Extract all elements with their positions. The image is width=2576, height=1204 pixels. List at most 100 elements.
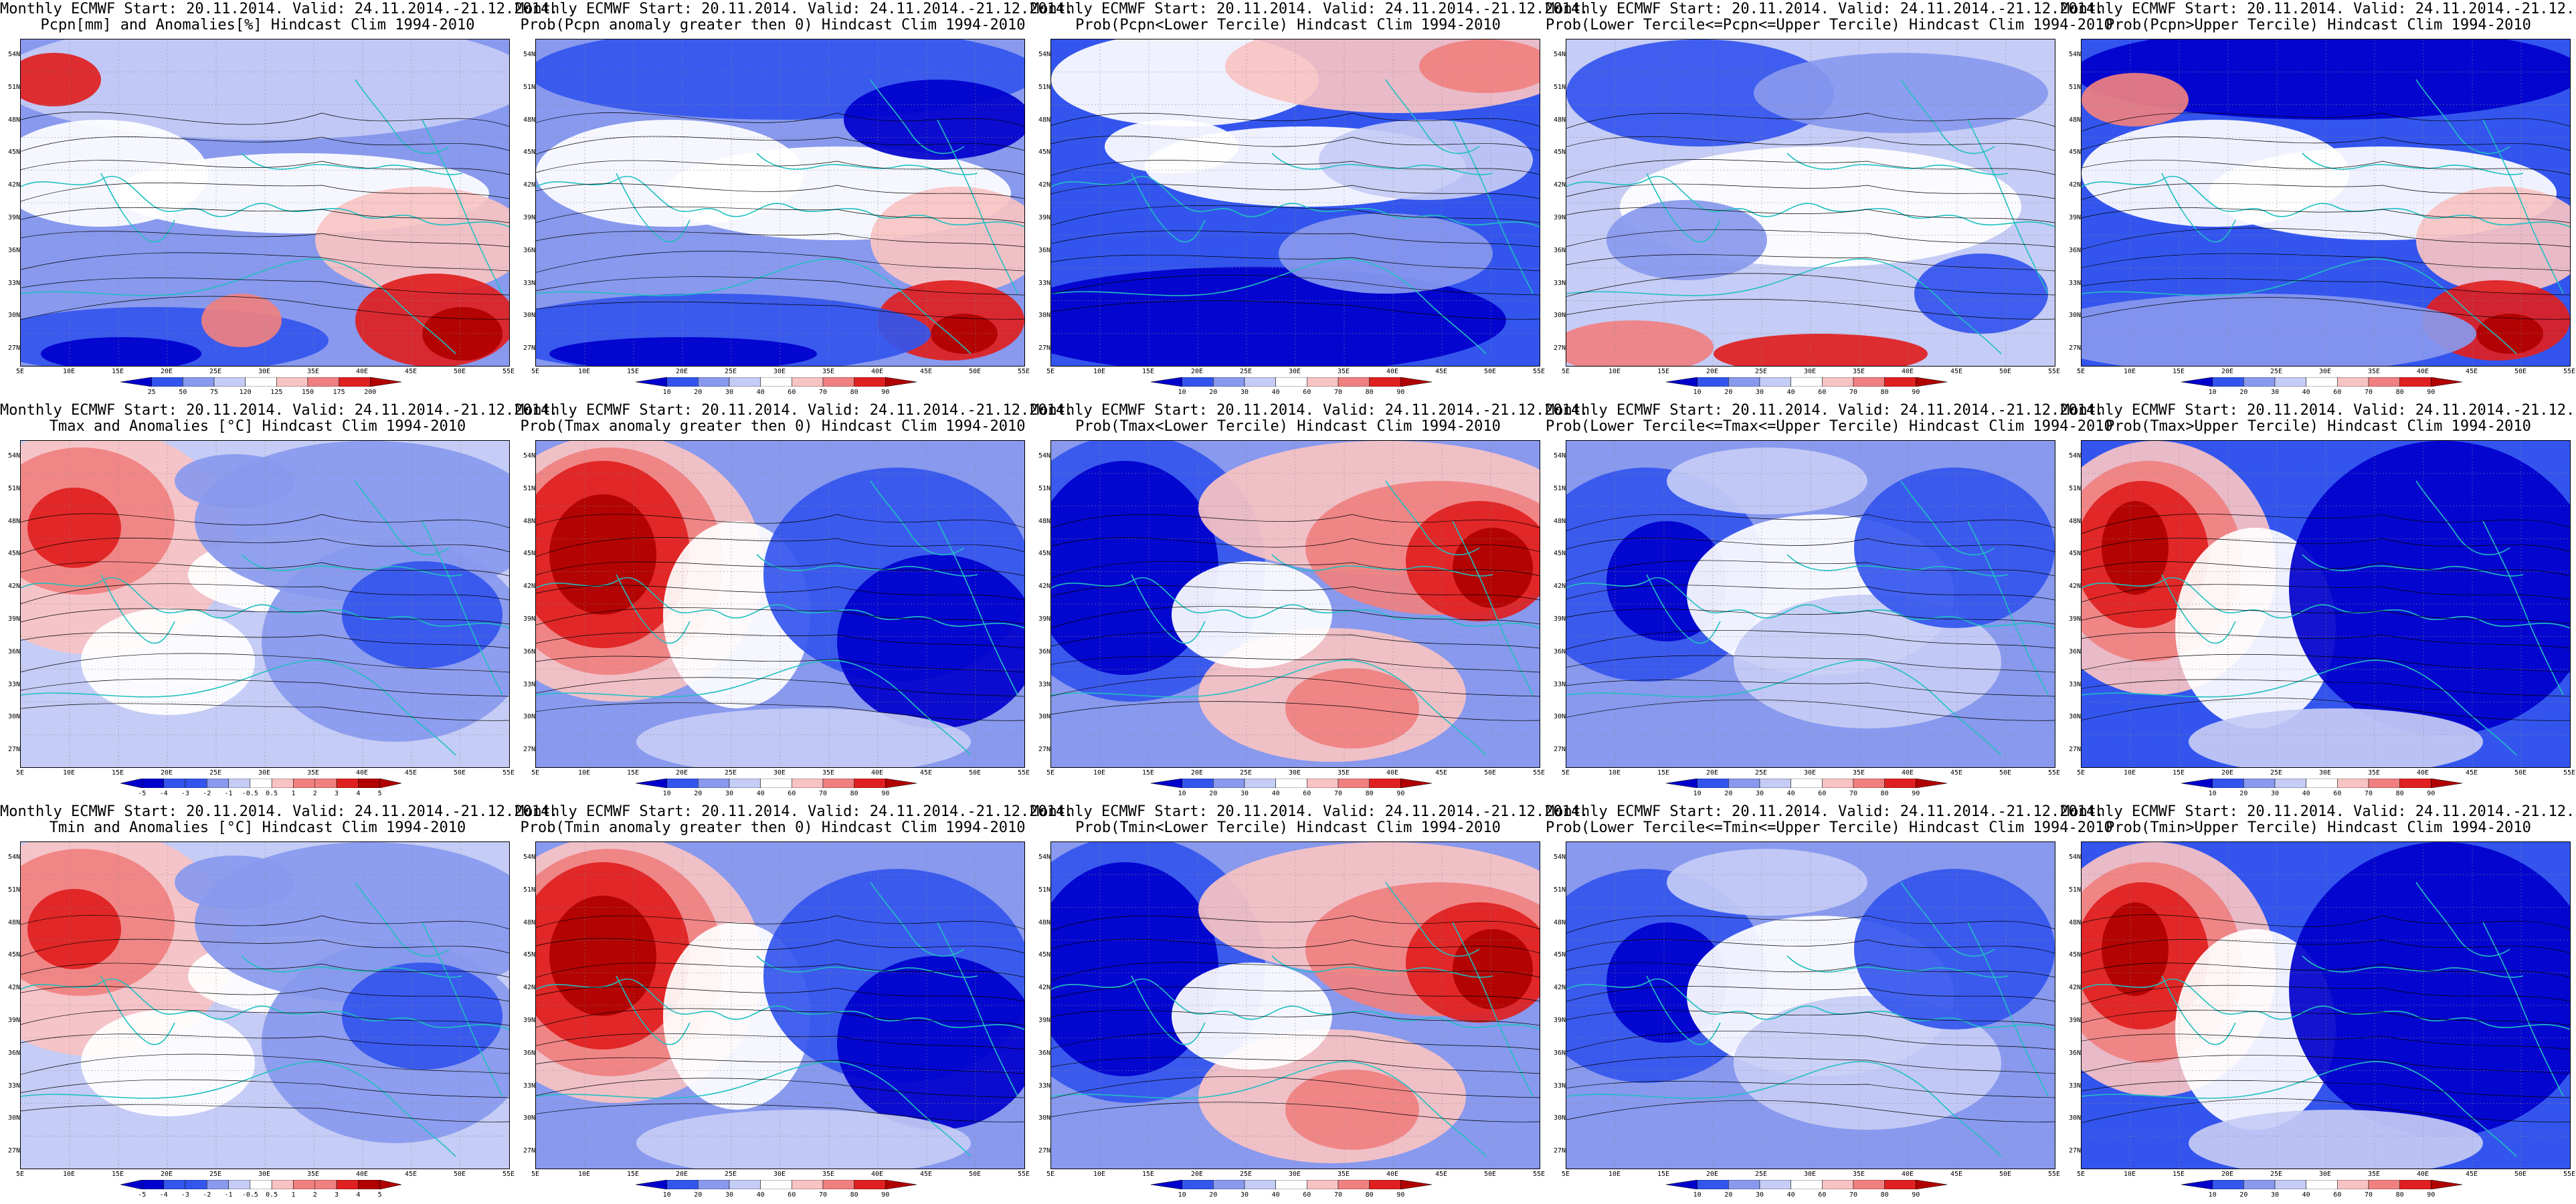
field-shade	[1285, 668, 1419, 748]
lon-tick-label: 5E	[1046, 769, 1055, 777]
lon-tick-label: 45E	[2465, 1171, 2478, 1178]
coastline	[1385, 480, 1480, 556]
lon-tick-label: 20E	[1706, 769, 1719, 777]
lat-tick-label: 33N	[7, 1082, 20, 1090]
lat-tick-label: 39N	[1038, 1017, 1050, 1024]
map-svg	[21, 441, 509, 767]
color-scale-segment	[1916, 779, 1947, 788]
contour-line	[21, 608, 509, 625]
contour-line	[1051, 986, 1540, 1002]
color-scale-segment	[1338, 1180, 1370, 1189]
field-shade	[81, 1009, 255, 1116]
coastline	[2482, 119, 2564, 294]
lon-tick-label: 15E	[1141, 1171, 1155, 1178]
panel-title-line1: Monthly ECMWF Start: 20.11.2014. Valid: …	[0, 402, 559, 419]
coastline	[536, 1061, 972, 1157]
color-scale-segment	[1884, 1180, 1916, 1189]
color-scale-svg	[1666, 377, 1947, 387]
color-scale-segment	[1213, 377, 1245, 387]
color-scale-labels: 10 20 30 40 60 70 80 90	[1151, 1191, 1432, 1201]
contour-line	[2082, 561, 2570, 577]
panel-title: Monthly ECMWF Start: 20.11.2014. Valid: …	[1546, 403, 2113, 435]
panel-title: Monthly ECMWF Start: 20.11.2014. Valid: …	[2061, 1, 2576, 33]
lon-tick-label: 55E	[2563, 769, 2576, 777]
lat-tick-label: 42N	[2068, 583, 2081, 591]
lon-tick-label: 10E	[62, 368, 76, 375]
color-scale-tick: 30	[1755, 389, 1764, 396]
color-scale-segment	[379, 1180, 401, 1189]
lon-tick-label: 45E	[919, 368, 933, 375]
color-scale-tick: 40	[1786, 790, 1795, 797]
lon-tick-label: 45E	[404, 1171, 418, 1178]
color-scale-segment	[206, 779, 229, 788]
contour-line	[1051, 1057, 1540, 1074]
lon-tick-label: 45E	[1435, 368, 1448, 375]
lat-tick-label: 27N	[1038, 344, 1050, 353]
lon-tick-label: 45E	[2465, 769, 2478, 777]
map-svg	[2082, 39, 2570, 366]
lat-tick-label: 45N	[523, 148, 535, 157]
lon-tick-label: 35E	[1852, 368, 1865, 375]
color-scale-segment	[1822, 377, 1854, 387]
lon-tick-label: 30E	[773, 1171, 786, 1178]
field-shade	[2189, 1110, 2483, 1169]
color-scale-tick: 80	[1880, 1191, 1889, 1199]
color-scale-bar	[2181, 779, 2462, 788]
lon-tick-label: 10E	[1093, 769, 1106, 777]
field-shade	[342, 561, 502, 668]
color-scale-tick: 20	[1209, 790, 1218, 797]
contour-line	[21, 160, 509, 175]
color-scale-segment	[1400, 1180, 1432, 1189]
contour-line	[536, 136, 1024, 155]
color-scale-segment	[1822, 779, 1854, 788]
lon-tick-label: 55E	[2047, 368, 2061, 375]
coastline	[1385, 79, 1480, 155]
contour-line	[2082, 227, 2570, 250]
contour-line	[536, 585, 1024, 601]
contour-line	[536, 301, 1024, 320]
panel-title-line2: Prob(Tmax>Upper Tercile) Hindcast Clim 1…	[2106, 418, 2531, 435]
lon-tick-label: 20E	[1190, 368, 1204, 375]
color-scale-segment	[185, 779, 207, 788]
coastline	[1646, 975, 1721, 1045]
lat-tick-label: 39N	[523, 214, 535, 221]
lon-tick-label: 20E	[675, 368, 688, 375]
color-scale-tick: 20	[694, 790, 703, 797]
lon-tick-label: 40E	[1386, 1171, 1399, 1178]
color-scale-segment	[2431, 377, 2462, 387]
color-scale-segment	[1182, 1180, 1214, 1189]
color-scale-tick: 60	[788, 389, 796, 396]
lat-tick-label: 33N	[523, 1082, 535, 1090]
color-scale-tick: 70	[1333, 389, 1343, 396]
contour-line	[536, 963, 1024, 978]
contour-line	[536, 915, 1024, 930]
field-shade	[1105, 120, 1238, 173]
lon-tick-label: 55E	[502, 1171, 515, 1178]
lon-tick-label: 20E	[675, 1171, 688, 1178]
color-scale-segment	[250, 1180, 272, 1189]
color-scale-bar	[120, 779, 401, 788]
field-shade	[2289, 842, 2570, 1136]
lon-tick-label: 30E	[773, 368, 786, 375]
coastline	[2082, 175, 2570, 227]
contour-line	[21, 296, 509, 320]
lat-tick-label: 33N	[7, 680, 20, 688]
lat-tick-label: 27N	[2068, 746, 2081, 754]
lat-tick-label: 30N	[2068, 1114, 2081, 1122]
color-scale-tick: 90	[1396, 790, 1405, 797]
lon-tick-label: 25E	[724, 1171, 737, 1178]
coastline	[21, 577, 509, 629]
lon-tick-label: 20E	[2221, 769, 2234, 777]
field-shade	[1854, 869, 2055, 1029]
forecast-panel-r3c2: Monthly ECMWF Start: 20.11.2014. Valid: …	[515, 803, 1073, 1204]
lat-tick-label: 27N	[2068, 344, 2081, 353]
color-scale-segment	[1759, 377, 1791, 387]
color-scale-segment	[2274, 1180, 2306, 1189]
color-scale-tick: 40	[1271, 790, 1280, 797]
color-scale-segment	[2368, 377, 2400, 387]
lon-tick-label: 35E	[2367, 368, 2381, 375]
color-scale-tick: 30	[725, 1191, 734, 1199]
lon-tick-label: 40E	[1386, 368, 1399, 375]
contour-line	[2082, 679, 2570, 697]
